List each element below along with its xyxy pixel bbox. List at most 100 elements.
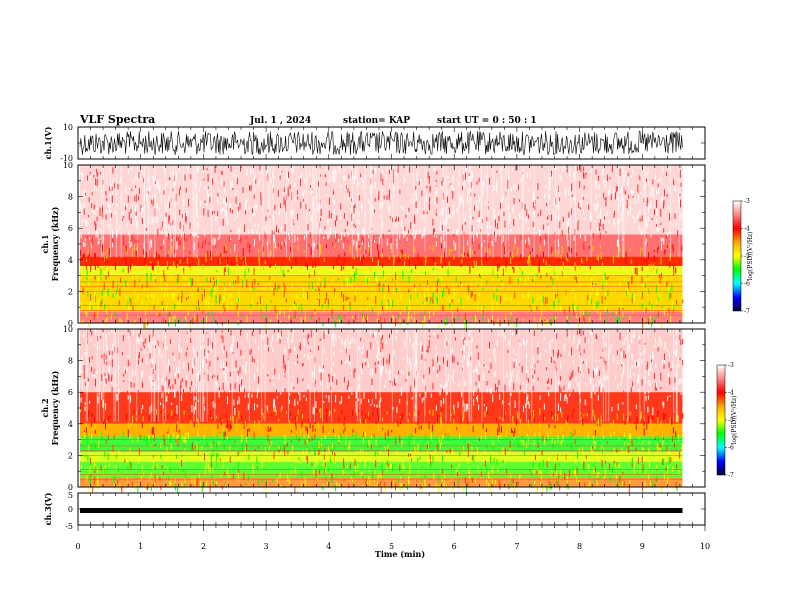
spectrogram-speckle-dot <box>568 218 570 226</box>
spectrogram-speckle-dot <box>319 289 321 295</box>
spectrogram-speckle-dot <box>176 260 178 268</box>
spectrogram-speckle-dot <box>408 207 410 212</box>
spectrogram-speckle-dot <box>201 246 203 249</box>
spectrogram-speckle-dot <box>529 469 531 472</box>
spectrogram-speckle-dot <box>624 422 626 425</box>
spectrogram-speckle-dot <box>493 349 495 355</box>
spectrogram-speckle-dot <box>453 187 454 191</box>
spectrogram-speckle-dot <box>450 249 452 252</box>
spectrogram-speckle-dot <box>203 434 205 440</box>
spectrogram-speckle-dot <box>167 346 169 350</box>
spectrogram-speckle-dot <box>337 441 339 444</box>
spectrogram-speckle-dot <box>589 265 591 270</box>
spectrogram-speckle-dot <box>317 204 319 212</box>
spectrogram-speckle-dot <box>277 213 279 216</box>
spectrogram-speckle-dot <box>173 432 175 439</box>
spectrogram-speckle-dot <box>126 457 128 463</box>
spectrogram-speckle-dot <box>208 241 210 246</box>
spectrogram-speckle-dot <box>253 287 255 292</box>
spectrogram-speckle-dot <box>107 288 109 297</box>
spectrogram-speckle-dot <box>488 470 489 479</box>
spectrogram-speckle-dot <box>181 459 183 467</box>
spectrogram-speckle-dot <box>374 182 376 189</box>
spectrogram-speckle-dot <box>315 307 317 312</box>
spectrogram-speckle-dot <box>660 421 662 429</box>
spectrogram-speckle-dot <box>439 225 441 232</box>
spectrogram-speckle-dot <box>436 235 438 238</box>
spectrogram-speckle-dot <box>344 187 346 190</box>
spectrogram-speckle-dot <box>379 280 381 285</box>
spectrogram-speckle-dot <box>375 295 377 304</box>
spectrogram-speckle-dot <box>81 379 83 387</box>
spectrogram-speckle-dot <box>623 364 625 373</box>
spectrogram-speckle-dot <box>347 404 349 408</box>
spectrogram-speckle-dot <box>643 448 645 451</box>
spectrogram-speckle-dot <box>662 196 663 202</box>
spectrogram-streaks <box>101 166 680 258</box>
spectrogram-speckle-dot <box>651 304 653 309</box>
spectrogram-speckle-dot <box>613 188 615 191</box>
spectrogram-speckle-dot <box>607 376 609 379</box>
spectrogram-speckle-dot <box>668 362 670 368</box>
spectrogram-speckle-dot <box>510 297 512 301</box>
spectrogram-speckle-dot <box>200 181 202 187</box>
spectrogram-speckle-dot <box>488 232 490 236</box>
spectrogram-speckle-dot <box>141 207 143 215</box>
spectrogram-speckle-dot <box>362 185 364 189</box>
spectrogram-speckle-dot <box>214 428 215 433</box>
spectrogram-speckle-dot <box>183 199 185 206</box>
spectrogram-speckle-dot <box>429 464 431 468</box>
spectrogram-speckle-dot <box>528 454 530 462</box>
spectrogram-speckle-dot <box>580 352 582 356</box>
spectrogram-speckle-dot <box>522 318 524 322</box>
spectrogram-speckle-dot <box>647 380 649 386</box>
spectrogram-speckle-dot <box>274 235 276 243</box>
spectrogram-speckle-dot <box>660 257 662 265</box>
spectrogram-speckle-dot <box>271 394 273 399</box>
spectrogram-speckle-dot <box>285 399 287 406</box>
spectrogram-speckle-dot <box>211 311 213 315</box>
spectrogram-speckle-dot <box>304 477 306 486</box>
spectrogram-speckle-dot <box>121 352 123 355</box>
spectrogram-speckle-dot <box>401 387 402 396</box>
spectrogram-speckle-dot <box>386 398 387 406</box>
spectrogram-speckle-dot <box>484 304 486 308</box>
spectrogram-streak <box>463 166 464 258</box>
spectrogram-speckle-dot <box>663 363 665 370</box>
spectrogram-speckle-dot <box>223 368 225 371</box>
spectrogram-speckle-dot <box>92 486 94 493</box>
spectrogram-speckle-dot <box>442 271 444 276</box>
spectrogram-speckle-dot <box>285 298 287 303</box>
spectrogram-speckle-dot <box>537 183 539 191</box>
spectrogram-speckle-dot <box>601 218 603 224</box>
spectrogram-speckle-dot <box>638 358 639 365</box>
spectrogram-speckle-dot <box>137 239 139 244</box>
spectrogram-speckle-dot <box>663 202 665 209</box>
spectrogram-speckle-dot <box>251 331 253 337</box>
spectrogram-speckle-dot <box>297 245 299 251</box>
spectrogram-speckle-dot <box>190 443 192 452</box>
spectrogram-speckle-dot <box>273 329 275 333</box>
spectrogram-speckle-dot <box>384 272 386 281</box>
spectrogram-speckle-dot <box>493 185 495 191</box>
spectrogram-speckle-dot <box>581 257 582 263</box>
spectrogram-speckle-dot <box>414 378 415 387</box>
spectrogram-speckle-dot <box>390 243 392 249</box>
spectrogram-speckle-dot <box>667 313 669 316</box>
spectrogram-speckle-dot <box>173 340 175 344</box>
spectrogram-speckle-dot <box>318 287 320 292</box>
spectrogram-speckle-dot <box>270 300 272 303</box>
spectrogram-speckle-dot <box>440 411 442 420</box>
spectrogram-speckle-dot <box>185 273 187 281</box>
spectrogram-speckle-dot <box>80 321 82 324</box>
spectrogram-streak <box>319 166 320 258</box>
spectrogram-speckle-dot <box>104 418 106 424</box>
spectrogram-speckle-dot <box>517 247 519 256</box>
spectrogram-speckle-dot <box>613 222 615 226</box>
spectrogram-speckle-dot <box>290 430 292 433</box>
spectrogram-speckle-dot <box>436 171 438 175</box>
spectrogram-speckle-dot <box>104 265 106 270</box>
spectrogram-speckle-dot <box>453 404 455 410</box>
spectrogram-speckle-dot <box>639 217 641 222</box>
spectrogram-speckle-dot <box>509 212 511 218</box>
